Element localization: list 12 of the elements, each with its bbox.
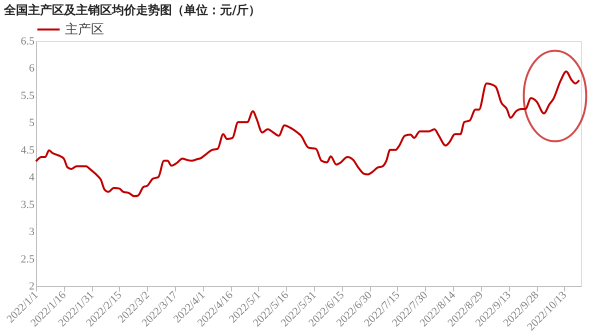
y-tick-label: 2 (29, 280, 34, 292)
chart-title: 全国主产区及主销区均价走势图（单位：元/斤） (3, 3, 260, 17)
y-tick-label: 6 (29, 62, 35, 75)
y-tick-label: 3 (29, 226, 35, 238)
y-tick-label: 5.5 (20, 90, 35, 102)
y-tick-label: 4.5 (20, 144, 35, 156)
y-tick-label: 2.5 (20, 253, 35, 266)
y-tick-label: 5 (29, 117, 35, 130)
y-tick-label: 6.5 (20, 36, 35, 48)
legend-label: 主产区 (65, 22, 104, 36)
y-tick-label: 3.5 (20, 198, 35, 211)
y-tick-label: 4 (29, 172, 35, 184)
